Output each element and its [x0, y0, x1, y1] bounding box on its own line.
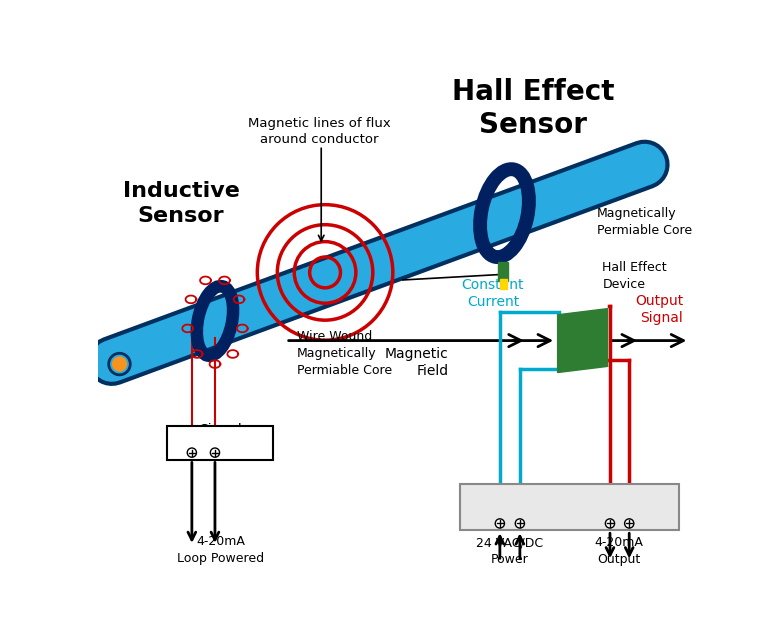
- Bar: [498, 262, 508, 281]
- Circle shape: [210, 448, 220, 457]
- Bar: [460, 484, 679, 531]
- Text: Output
Signal: Output Signal: [635, 294, 683, 325]
- Circle shape: [495, 519, 505, 528]
- Text: Magnetic lines of flux
around conductor: Magnetic lines of flux around conductor: [247, 117, 390, 146]
- Bar: [500, 280, 507, 288]
- Polygon shape: [558, 309, 607, 373]
- Text: Inductive
Sensor: Inductive Sensor: [123, 181, 240, 226]
- Text: Wire Wound
Magnetically
Permiable Core: Wire Wound Magnetically Permiable Core: [296, 330, 392, 377]
- Text: 4-20mA
Loop Powered: 4-20mA Loop Powered: [177, 534, 264, 565]
- Text: 24 VAC/DC
Power: 24 VAC/DC Power: [476, 536, 544, 566]
- Text: Magnetic
Field: Magnetic Field: [385, 347, 449, 378]
- Text: Power Supply &
Signal Conditioner: Power Supply & Signal Conditioner: [505, 488, 633, 521]
- Circle shape: [113, 357, 127, 371]
- Bar: [167, 427, 273, 460]
- Circle shape: [605, 519, 614, 528]
- Text: Constant
Current: Constant Current: [462, 278, 525, 309]
- Text: Magnetically
Permiable Core: Magnetically Permiable Core: [597, 207, 692, 237]
- Text: 4-20mA
Output: 4-20mA Output: [594, 536, 644, 566]
- Text: Signal
Conditioner: Signal Conditioner: [180, 422, 260, 455]
- Text: Hall Effect
Device: Hall Effect Device: [602, 261, 667, 291]
- Circle shape: [515, 519, 525, 528]
- Text: Hall Effect
Sensor: Hall Effect Sensor: [452, 78, 614, 139]
- Circle shape: [187, 448, 197, 457]
- Circle shape: [109, 353, 131, 375]
- Circle shape: [624, 519, 634, 528]
